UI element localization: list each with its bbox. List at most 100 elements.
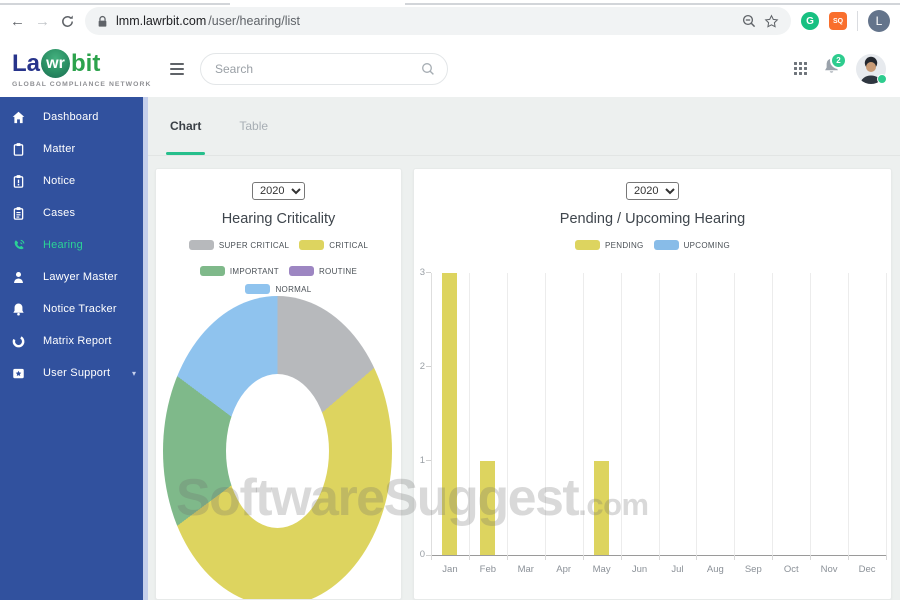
legend-label: SUPER CRITICAL	[218, 240, 290, 250]
gridline	[506, 273, 508, 555]
x-axis-tick	[506, 555, 508, 560]
sidebar-item-user-support[interactable]: User Support ▾	[0, 357, 148, 389]
y-axis-tick	[426, 460, 431, 461]
apps-grid-icon[interactable]	[794, 62, 807, 75]
legend-item-normal[interactable]: NORMAL	[245, 284, 311, 294]
tab-table[interactable]: Table	[239, 119, 269, 133]
notifications-bell-icon[interactable]: 2	[823, 51, 847, 81]
search-icon[interactable]	[421, 62, 435, 76]
logo-text-la: La	[12, 49, 41, 77]
y-axis-label: 1	[419, 455, 425, 466]
year-select-pending[interactable]: 2020	[626, 182, 679, 200]
gridline	[696, 273, 698, 555]
x-axis-label: Dec	[858, 564, 876, 575]
browser-profile-avatar[interactable]: L	[868, 10, 890, 32]
badge-star-icon	[10, 366, 26, 381]
x-axis-tick	[582, 555, 584, 560]
forward-icon[interactable]: →	[35, 12, 50, 30]
x-axis-tick	[468, 555, 470, 560]
zoom-out-icon[interactable]	[742, 14, 756, 28]
x-axis-label: Feb	[479, 564, 497, 575]
legend-swatch	[299, 240, 325, 250]
legend-pending: PENDING UPCOMING	[414, 240, 891, 250]
browser-tab-strip	[405, 3, 900, 5]
gridline	[886, 273, 887, 555]
ring-icon	[10, 334, 26, 349]
sidebar-nav: Dashboard Matter Notice Cases Hearing Lawyer …	[0, 97, 148, 600]
sidebar-item-label: Matrix Report	[43, 335, 112, 347]
clipboard-alert-icon	[10, 174, 26, 189]
x-axis-label: Apr	[556, 564, 572, 575]
legend-item-pending[interactable]: PENDING	[575, 240, 644, 250]
legend-item-critical[interactable]: CRITICAL	[299, 240, 368, 250]
x-axis-tick	[848, 555, 850, 560]
legend-label: PENDING	[605, 240, 644, 250]
home-icon	[10, 110, 26, 125]
bookmark-star-icon[interactable]	[764, 14, 779, 29]
sidebar-item-cases[interactable]: Cases	[0, 197, 148, 229]
legend-label: UPCOMING	[683, 240, 730, 250]
x-axis-tick	[734, 555, 736, 560]
x-axis-label: Mar	[517, 564, 534, 575]
sidebar-item-label: Notice Tracker	[43, 303, 117, 315]
gridline	[544, 273, 546, 555]
sidebar-item-label: User Support	[43, 367, 111, 379]
legend-item-routine[interactable]: ROUTINE	[288, 266, 358, 276]
legend-item-important[interactable]: IMPORTANT	[199, 266, 279, 276]
pending-upcoming-card: 2020 Pending / Upcoming Hearing PENDING U…	[413, 168, 892, 600]
content-area: Chart Table 2020 Hearing Criticality SUPE…	[148, 97, 900, 600]
legend-label: ROUTINE	[318, 266, 358, 276]
search-input[interactable]	[213, 60, 421, 77]
browser-tab-strip	[0, 3, 230, 5]
sidebar-item-matter[interactable]: Matter	[0, 133, 148, 165]
extension-softwaresuggest-icon[interactable]: SQ	[829, 12, 847, 30]
legend-swatch	[245, 284, 271, 294]
y-axis-label: 2	[419, 361, 425, 372]
sidebar-item-label: Dashboard	[43, 111, 99, 123]
url-bar[interactable]: lmm.lawrbit.com /user/hearing/list	[85, 7, 791, 35]
online-status-dot	[877, 73, 887, 84]
sidebar-item-notice[interactable]: Notice	[0, 165, 148, 197]
bell-icon	[10, 302, 26, 317]
gridline	[734, 273, 736, 555]
reload-icon[interactable]	[60, 14, 75, 29]
legend-swatch	[653, 240, 679, 250]
legend-item-super-critical[interactable]: SUPER CRITICAL	[188, 240, 290, 250]
bar-plot: 0 1 2 3 Jan Feb Mar Apr May Jun Jul Aug Sep Oct Nov Dec	[420, 267, 887, 575]
legend-swatch	[188, 240, 214, 250]
legend-label: CRITICAL	[329, 240, 369, 250]
x-axis-label: Nov	[820, 564, 838, 575]
clipboard-icon	[10, 142, 26, 157]
extension-green-icon[interactable]: G	[801, 12, 819, 30]
chart-title-pending: Pending / Upcoming Hearing	[559, 211, 746, 227]
sidebar-item-lawyer-master[interactable]: Lawyer Master	[0, 261, 148, 293]
x-axis-label: Sep	[744, 564, 762, 575]
url-path: /user/hearing/list	[208, 14, 301, 28]
sidebar-item-dashboard[interactable]: Dashboard	[0, 101, 148, 133]
hamburger-menu-icon[interactable]	[170, 62, 184, 75]
sidebar-item-matrix-report[interactable]: Matrix Report	[0, 325, 148, 357]
year-select-criticality[interactable]: 2020	[252, 182, 305, 200]
y-axis-line	[431, 273, 432, 555]
url-host: lmm.lawrbit.com	[116, 14, 207, 28]
lawrbit-logo[interactable]: La wr bit GLOBAL COMPLIANCE NETWORK	[0, 49, 160, 88]
sidebar-item-notice-tracker[interactable]: Notice Tracker	[0, 293, 148, 325]
x-axis-label: Jul	[671, 564, 684, 575]
x-axis-tick	[810, 555, 812, 560]
legend-item-upcoming[interactable]: UPCOMING	[653, 240, 730, 250]
sidebar-item-hearing[interactable]: Hearing	[0, 229, 148, 261]
sidebar-scrollbar[interactable]	[143, 97, 148, 600]
sidebar-item-label: Notice	[43, 175, 76, 187]
back-icon[interactable]: ←	[10, 12, 25, 30]
y-axis-label: 3	[419, 267, 425, 278]
bar-may-pending	[594, 461, 610, 555]
y-axis-tick	[426, 366, 431, 367]
sidebar-item-label: Lawyer Master	[43, 271, 118, 283]
person-icon	[10, 270, 26, 285]
user-avatar[interactable]	[856, 53, 887, 84]
x-axis-tick	[772, 555, 774, 560]
donut-hole	[226, 374, 329, 528]
x-axis-line	[426, 555, 886, 556]
tab-chart[interactable]: Chart	[165, 97, 206, 155]
sidebar-item-label: Matter	[43, 143, 76, 155]
